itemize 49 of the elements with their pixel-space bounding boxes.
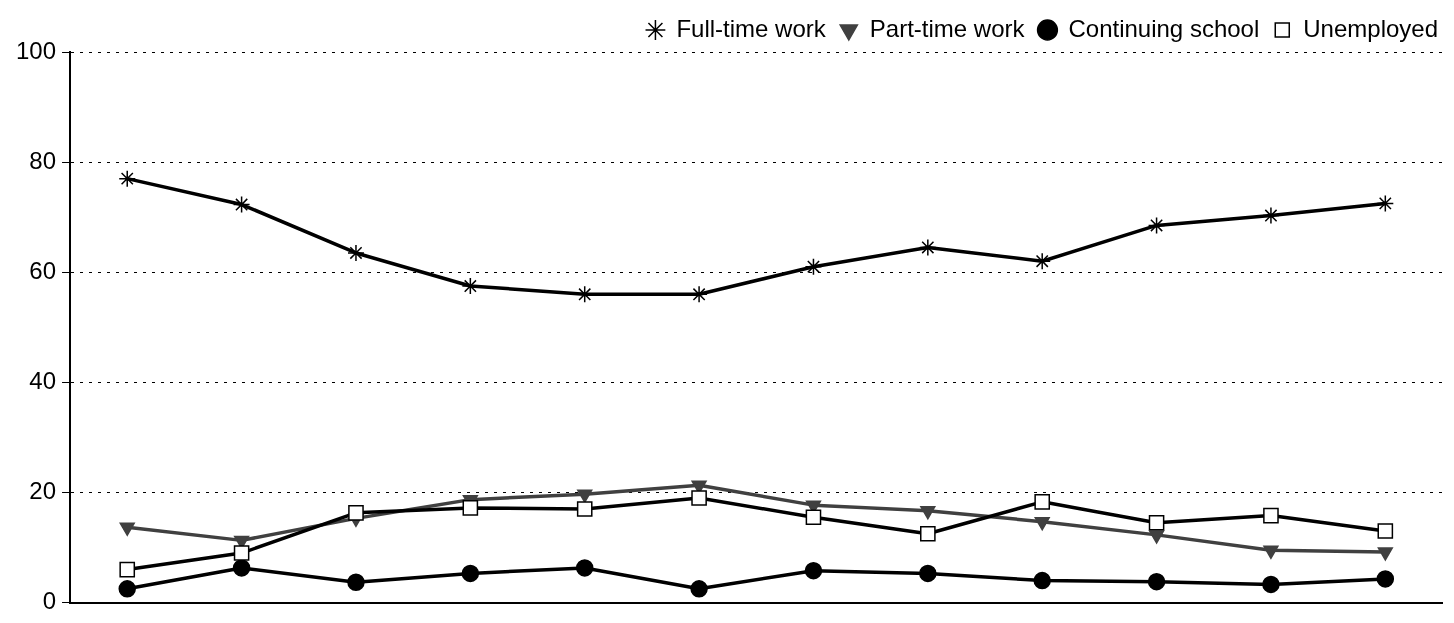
point xyxy=(119,561,136,578)
point xyxy=(690,580,708,598)
point xyxy=(1147,572,1166,591)
point xyxy=(232,559,251,577)
y-tick-label: 20 xyxy=(29,477,57,505)
point xyxy=(233,545,250,561)
point xyxy=(691,490,707,506)
point xyxy=(1148,514,1165,531)
point xyxy=(1262,575,1280,594)
point xyxy=(118,169,136,188)
point xyxy=(920,505,936,520)
point xyxy=(804,257,823,276)
y-tick-label: 60 xyxy=(29,256,57,284)
point xyxy=(119,522,135,536)
point xyxy=(1377,523,1394,539)
legend-label: Part-time work xyxy=(869,14,1026,42)
point xyxy=(577,489,593,503)
point xyxy=(805,509,822,526)
y-tick-label: 40 xyxy=(29,366,57,394)
legend-label: Continuing school xyxy=(1068,14,1260,42)
point xyxy=(1376,194,1395,213)
point xyxy=(232,195,251,214)
point xyxy=(1148,530,1165,544)
point xyxy=(348,505,364,521)
point xyxy=(1147,216,1166,235)
y-tick-label: 100 xyxy=(16,36,57,64)
point xyxy=(1033,571,1051,590)
point xyxy=(462,500,479,516)
point xyxy=(461,564,480,583)
point xyxy=(1034,516,1050,531)
point xyxy=(919,564,937,583)
point xyxy=(1034,494,1051,510)
point xyxy=(118,580,136,598)
point xyxy=(347,573,365,591)
point xyxy=(920,525,936,542)
legend-label: Full-time work xyxy=(676,14,827,42)
point xyxy=(1262,206,1280,225)
legend-label: Unemployed xyxy=(1303,14,1439,42)
point xyxy=(1377,547,1393,561)
point xyxy=(919,238,937,257)
point xyxy=(1263,507,1279,524)
point xyxy=(347,244,365,262)
point xyxy=(575,559,594,577)
y-tick-label: 0 xyxy=(42,587,57,615)
point xyxy=(1263,545,1279,560)
point xyxy=(576,501,593,517)
point xyxy=(1376,570,1395,588)
point xyxy=(804,561,823,580)
y-tick-label: 80 xyxy=(29,146,57,174)
